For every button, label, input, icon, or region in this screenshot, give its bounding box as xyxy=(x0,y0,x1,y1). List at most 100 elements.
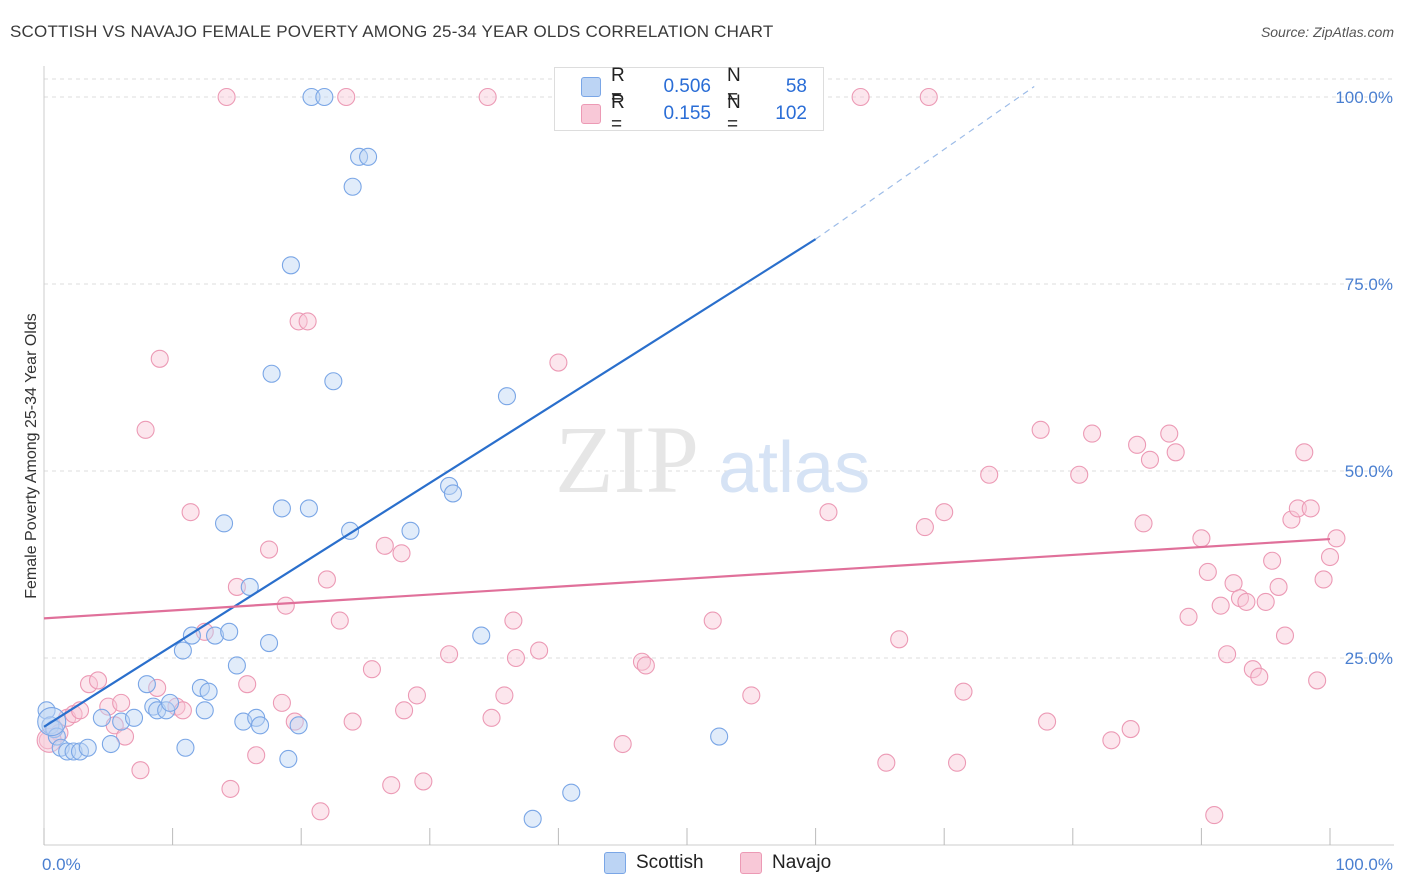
navajo-point xyxy=(317,570,336,589)
navajo-point xyxy=(440,645,459,664)
navajo-point xyxy=(703,611,722,630)
y-tick-label: 100.0% xyxy=(1335,88,1393,107)
scottish-point xyxy=(472,626,491,645)
scottish-legend-label: Scottish xyxy=(636,852,704,873)
navajo-point xyxy=(1198,562,1217,582)
scottish-point xyxy=(195,701,214,720)
navajo-point xyxy=(1166,443,1185,462)
scottish-trend-extension xyxy=(815,85,1035,240)
navajo-point xyxy=(1031,420,1050,439)
navajo-point xyxy=(150,349,169,368)
scottish-point xyxy=(443,484,462,503)
scottish-point xyxy=(240,577,259,596)
scottish-point xyxy=(92,708,111,727)
stats-legend: R = 0.506 N = 58 R = 0.155 N = 102 xyxy=(554,65,824,135)
navajo-point xyxy=(227,577,246,596)
y-axis-label: Female Poverty Among 25-34 Year Olds xyxy=(23,313,40,599)
navajo-point xyxy=(1038,712,1057,731)
navajo-point xyxy=(919,87,938,107)
scottish-point xyxy=(343,177,362,196)
navajo-point xyxy=(1179,607,1198,626)
scottish-point xyxy=(160,693,180,712)
legend-r-value: 0.506 xyxy=(663,76,711,97)
navajo-point xyxy=(1263,551,1282,570)
navajo-point xyxy=(915,518,934,537)
navajo-point xyxy=(877,753,896,772)
navajo-point xyxy=(482,708,501,727)
legend-r-label: R = xyxy=(611,92,625,135)
navajo-point xyxy=(392,544,411,563)
grid-lines xyxy=(44,78,1394,659)
navajo-point xyxy=(1211,596,1230,615)
scottish-point xyxy=(279,749,298,769)
navajo-point xyxy=(890,630,909,649)
navajo-point xyxy=(1301,499,1320,518)
axes xyxy=(43,66,1394,846)
navajo-point xyxy=(272,693,291,712)
watermark-zip: ZIP xyxy=(555,406,699,513)
navajo-point xyxy=(1237,592,1256,611)
navajo-point xyxy=(1288,499,1307,518)
navajo-point xyxy=(88,671,108,690)
scottish-point xyxy=(78,738,97,757)
navajo-point xyxy=(636,656,655,675)
navajo-point xyxy=(1269,577,1288,596)
x-tick-label: 100.0% xyxy=(1335,855,1393,874)
legend-r-value: 0.155 xyxy=(663,103,711,124)
navajo-point xyxy=(1083,424,1102,443)
scottish-point xyxy=(64,742,83,761)
scottish-point xyxy=(220,622,239,641)
scottish-point xyxy=(259,633,279,653)
navajo-point xyxy=(1327,529,1346,548)
navajo-point xyxy=(506,648,526,668)
navajo-point xyxy=(1275,626,1295,645)
navajo-point xyxy=(504,611,523,630)
navajo-point xyxy=(935,503,954,522)
navajo-trend-line xyxy=(43,537,1331,620)
navajo-point xyxy=(343,712,362,731)
navajo-point xyxy=(1243,660,1262,679)
navajo-point xyxy=(311,802,330,821)
scottish-point xyxy=(315,87,334,107)
navajo-point xyxy=(1160,424,1179,443)
navajo-point xyxy=(221,779,240,798)
scottish-point xyxy=(497,387,517,406)
scottish-point xyxy=(281,256,300,275)
scottish-trend-line xyxy=(43,238,817,728)
navajo-point xyxy=(259,540,279,559)
navajo-point xyxy=(148,678,167,697)
navajo-point xyxy=(247,746,266,765)
navajo-point xyxy=(1070,465,1089,484)
navajo-swatch xyxy=(581,104,601,124)
x-tick-label: 0.0% xyxy=(42,855,81,874)
legend-item-navajo: Navajo xyxy=(740,852,831,874)
legend-n-value: 58 xyxy=(785,76,807,97)
navajo-point xyxy=(1308,671,1327,690)
navajo-point xyxy=(337,87,356,107)
navajo-point xyxy=(1250,667,1269,686)
navajo-point xyxy=(954,682,973,701)
legend-item-scottish: Scottish xyxy=(604,852,704,874)
navajo-point xyxy=(495,686,514,705)
scottish-point xyxy=(58,742,77,761)
navajo-point xyxy=(1102,731,1121,750)
navajo-point xyxy=(276,596,295,615)
scottish-point xyxy=(199,682,218,701)
scottish-point xyxy=(124,708,144,727)
chart-source: Source: ZipAtlas.com xyxy=(1260,24,1394,40)
navajo-point xyxy=(382,776,401,795)
scottish-point xyxy=(250,716,270,735)
navajo-point xyxy=(112,693,131,712)
navajo-point xyxy=(1295,443,1314,462)
scottish-point xyxy=(227,656,246,675)
series-legend: Scottish Navajo xyxy=(0,852,1406,878)
navajo-point xyxy=(1224,574,1243,593)
navajo-legend-label: Navajo xyxy=(772,852,832,873)
scottish-point xyxy=(302,87,321,107)
scottish-point xyxy=(214,514,234,533)
navajo-point xyxy=(1218,645,1237,664)
trend-lines xyxy=(43,85,1331,728)
navajo-point xyxy=(181,503,200,522)
navajo-point xyxy=(1192,529,1211,548)
